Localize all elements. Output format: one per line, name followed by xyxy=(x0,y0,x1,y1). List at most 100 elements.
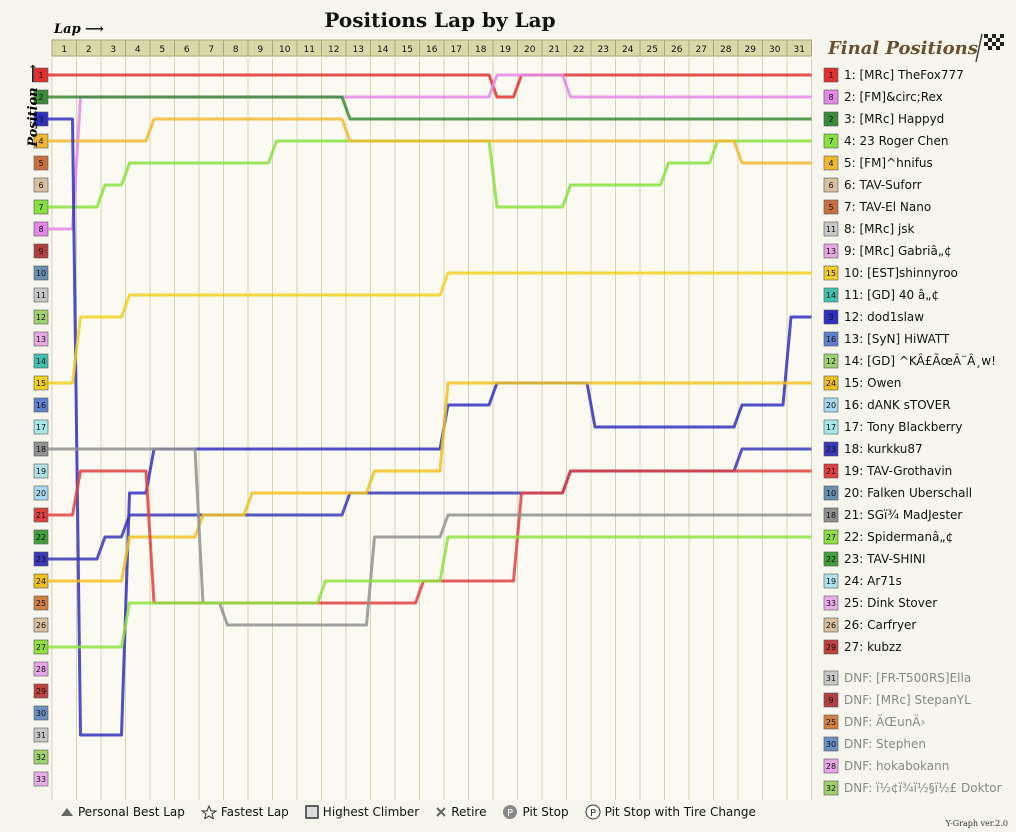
final-grid-box xyxy=(823,397,839,413)
flag-pole xyxy=(975,33,983,63)
final-grid-box xyxy=(823,199,839,215)
plot-area xyxy=(52,58,812,800)
final-grid-box xyxy=(823,177,839,193)
lap-header-cell xyxy=(786,39,812,57)
dnf-grid-box xyxy=(823,692,839,708)
position-tick-label: 12 xyxy=(36,313,46,322)
lap-tick-label: 26 xyxy=(671,45,683,55)
dnf-grid-box xyxy=(823,714,839,730)
dnf-entry-label: DNF: ï½¢ï¾ï½§ï½£ Doktor xyxy=(844,781,1002,795)
final-entry-label: 3: [MRc] Happyd xyxy=(844,112,944,126)
position-tick-label: 8 xyxy=(38,225,43,234)
series-line xyxy=(48,271,812,385)
position-tick-label: 24 xyxy=(36,577,46,586)
position-box xyxy=(33,529,49,545)
legend-fastest-lap: Fastest Lap xyxy=(200,805,289,819)
position-tick-label: 16 xyxy=(36,401,46,410)
final-grid-label: 27 xyxy=(826,533,836,542)
final-grid-box xyxy=(823,155,839,171)
final-grid-label: 33 xyxy=(826,599,836,608)
final-grid-label: 24 xyxy=(826,379,836,388)
flag-square xyxy=(988,38,992,42)
series-line xyxy=(48,117,812,165)
position-tick-label: 20 xyxy=(36,489,46,498)
final-grid-box xyxy=(823,221,839,237)
final-grid-box xyxy=(823,419,839,435)
legend-personal-best: Personal Best Lap xyxy=(60,805,185,819)
final-grid-label: 18 xyxy=(826,511,836,520)
final-grid-label: 17 xyxy=(826,423,836,432)
position-tick-label: 27 xyxy=(36,643,46,652)
final-grid-box xyxy=(823,529,839,545)
final-entry-label: 26: Carfryer xyxy=(844,618,916,632)
dnf-entry-label: DNF: Stephen xyxy=(844,737,926,751)
final-grid-label: 14 xyxy=(826,291,836,300)
lap-tick-label: 12 xyxy=(328,45,339,55)
final-entry-label: 4: 23 Roger Chen xyxy=(844,134,948,148)
position-box xyxy=(33,705,49,721)
position-tick-label: 19 xyxy=(36,467,46,476)
final-grid-box xyxy=(823,111,839,127)
final-grid-label: 2 xyxy=(828,115,833,124)
position-tick-label: 5 xyxy=(38,159,43,168)
position-box xyxy=(33,771,49,787)
final-entry-label: 15: Owen xyxy=(844,376,901,390)
final-grid-box xyxy=(823,617,839,633)
final-grid-label: 1 xyxy=(828,71,833,80)
flag-square xyxy=(988,46,992,50)
final-grid-box xyxy=(823,375,839,391)
dnf-grid-label: 32 xyxy=(826,784,836,793)
final-grid-label: 15 xyxy=(826,269,836,278)
position-tick-label: 33 xyxy=(36,775,46,784)
position-box xyxy=(33,617,49,633)
final-grid-box xyxy=(823,243,839,259)
lap-tick-label: 16 xyxy=(426,45,438,55)
series-line xyxy=(48,73,812,99)
position-tick-label: 14 xyxy=(36,357,46,366)
final-grid-box xyxy=(823,353,839,369)
legend-pit-tire: P Pit Stop with Tire Change xyxy=(585,804,756,820)
lap-tick-label: 30 xyxy=(769,45,781,55)
legend-retire: Retire xyxy=(435,805,486,819)
position-box xyxy=(33,661,49,677)
lap-tick-label: 4 xyxy=(135,45,141,55)
legend-highest-climber: Highest Climber xyxy=(305,805,419,819)
flag-square xyxy=(1000,34,1004,38)
flag-square xyxy=(996,46,1000,50)
final-entry-label: 9: [MRc] Gabriâ„¢ xyxy=(844,244,952,258)
checkered-flag-icon xyxy=(975,33,1004,63)
final-entry-label: 8: [MRc] jsk xyxy=(844,222,915,236)
y-axis-label: Position ⟶ xyxy=(25,64,41,147)
dnf-grid-label: 25 xyxy=(826,718,836,727)
position-tick-label: 17 xyxy=(36,423,46,432)
final-entry-label: 1: [MRc] TheFox777 xyxy=(844,68,964,82)
position-box xyxy=(33,419,49,435)
final-grid-label: 7 xyxy=(828,137,833,146)
position-tick-label: 6 xyxy=(38,181,43,190)
position-tick-label: 9 xyxy=(38,247,43,256)
lap-tick-label: 20 xyxy=(524,45,536,55)
final-entry-label: 27: kubzz xyxy=(844,640,902,654)
position-box xyxy=(33,595,49,611)
final-entry-label: 16: dANK sTOVER xyxy=(844,398,951,412)
position-box xyxy=(33,265,49,281)
position-box xyxy=(33,331,49,347)
position-box xyxy=(33,309,49,325)
chart-title: Positions Lap by Lap xyxy=(324,8,556,32)
final-entry-label: 23: TAV-SHINI xyxy=(844,552,926,566)
final-grid-box xyxy=(823,573,839,589)
position-tick-label: 32 xyxy=(36,753,46,762)
dnf-grid-label: 30 xyxy=(826,740,836,749)
final-entry-label: 2: [FM]&circ;Rex xyxy=(844,90,943,104)
final-grid-box xyxy=(823,309,839,325)
lap-tick-label: 11 xyxy=(304,45,315,55)
lap-tick-label: 18 xyxy=(475,45,487,55)
lap-tick-label: 14 xyxy=(377,45,389,55)
dnf-grid-box xyxy=(823,736,839,752)
position-tick-label: 25 xyxy=(36,599,46,608)
version-label: Y-Graph ver.2.0 xyxy=(945,819,1008,828)
dnf-entry-label: DNF: [FR-T500RS]Ella xyxy=(844,671,971,685)
dnf-grid-label: 9 xyxy=(828,696,833,705)
